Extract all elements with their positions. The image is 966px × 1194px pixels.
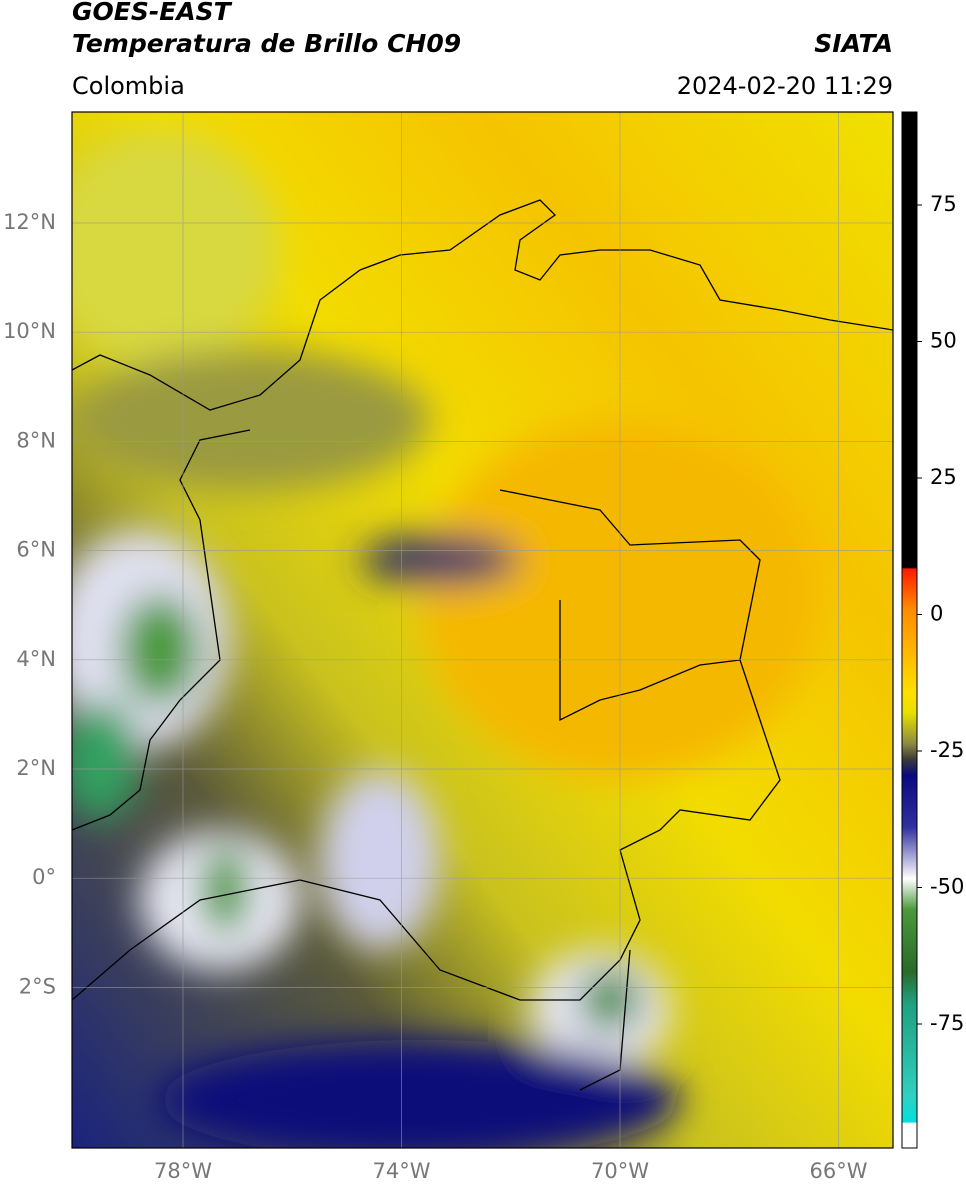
title: GOES-EAST	[72, 0, 233, 26]
lat-tick-label: 2°N	[16, 756, 56, 780]
subtitle: Temperatura de Brillo CH09	[72, 29, 461, 58]
datetime: 2024-02-20 11:29	[677, 72, 893, 100]
lon-tick-label: 78°W	[154, 1159, 212, 1183]
colorbar	[901, 111, 918, 1149]
lon-tick-label: 74°W	[373, 1159, 431, 1183]
lat-tick-label: 2°S	[19, 974, 56, 998]
lat-tick-label: 6°N	[16, 538, 56, 562]
source: SIATA	[814, 29, 893, 58]
colorbar-tick-label: 75	[930, 192, 957, 216]
colorbar-tick-label: 0	[930, 602, 943, 626]
lat-tick-label: 12°N	[3, 210, 56, 234]
lon-tick-label: 70°W	[591, 1159, 649, 1183]
colorbar-tick-label: -25	[930, 738, 964, 762]
region: Colombia	[72, 72, 185, 100]
colorbar-tick-label: -75	[930, 1011, 964, 1035]
satellite-image	[72, 112, 893, 1148]
map-frame	[71, 111, 894, 1149]
lat-tick-label: 10°N	[3, 319, 56, 343]
graticule	[72, 112, 893, 1148]
colorbar-tick-label: 50	[930, 329, 957, 353]
colorbar-tick-label: -50	[930, 875, 964, 899]
lat-tick-label: 0°	[32, 865, 56, 889]
lat-tick-label: 4°N	[16, 647, 56, 671]
lon-tick-label: 66°W	[810, 1159, 868, 1183]
lat-tick-label: 8°N	[16, 428, 56, 452]
colorbar-tick-label: 25	[930, 465, 957, 489]
